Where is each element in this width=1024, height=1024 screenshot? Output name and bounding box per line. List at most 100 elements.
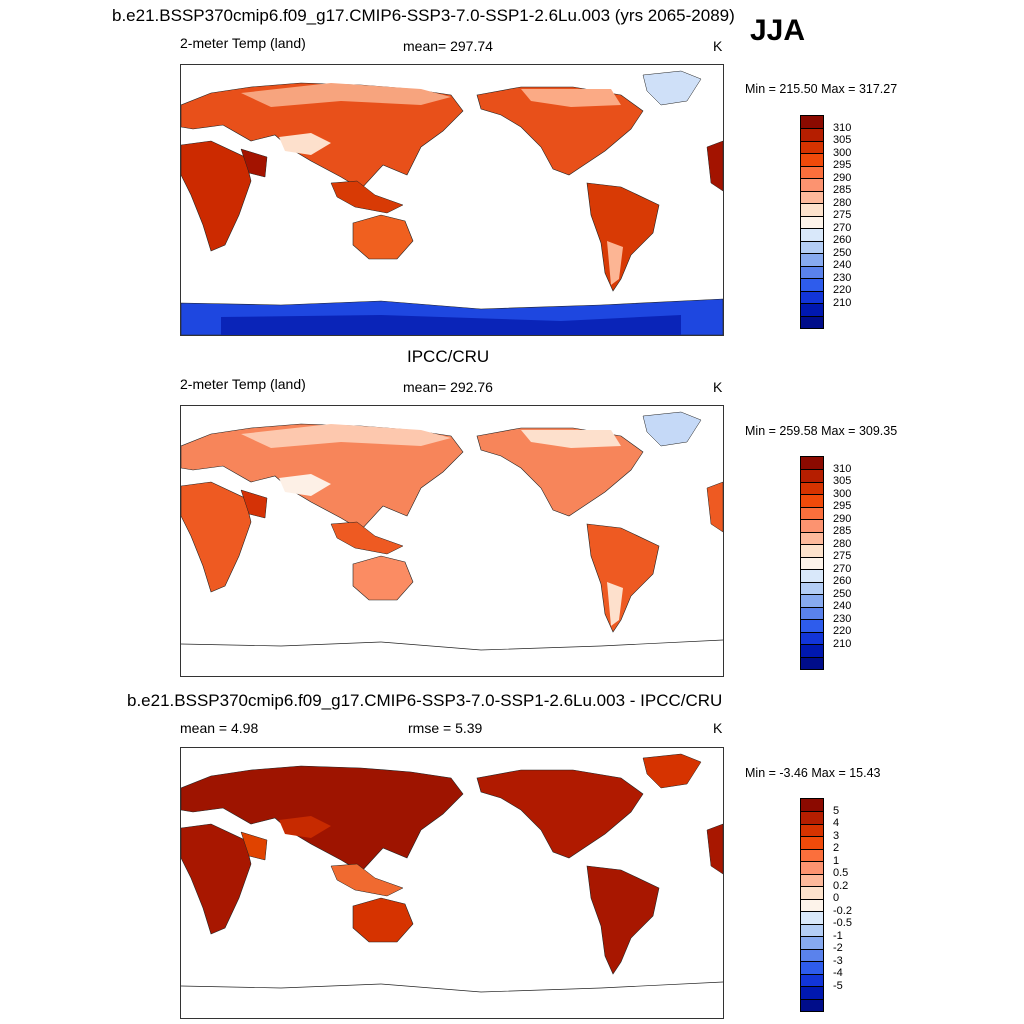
colorbar-tick-label: 290 [833, 171, 852, 184]
map-south-america [586, 182, 660, 292]
colorbar-box [801, 873, 823, 887]
panel3-rmse-label: rmse = 5.39 [408, 720, 483, 736]
colorbar-tick-label: 300 [833, 146, 852, 159]
colorbar-box [801, 116, 823, 129]
panel1-minmax: Min = 215.50 Max = 317.27 [745, 82, 898, 96]
colorbar-box [801, 836, 823, 849]
colorbar-tick-label: 270 [833, 562, 852, 575]
map-australia [352, 214, 414, 260]
map-patagonia [607, 582, 623, 626]
panel3-map [180, 747, 724, 1019]
colorbar-tick-label: 210 [833, 296, 852, 309]
colorbar-tick-label: 220 [833, 284, 852, 297]
colorbar-box [801, 190, 823, 204]
colorbar-box [801, 861, 823, 874]
colorbar-box [801, 544, 823, 557]
colorbar-tick-label: 270 [833, 221, 852, 234]
colorbar-box [801, 594, 823, 607]
map-antarctica-outline [181, 639, 723, 651]
map-antarctica-deep [221, 315, 681, 335]
panel2-title: IPCC/CRU [407, 347, 490, 366]
panel2-mean-label: mean= 292.76 [403, 379, 493, 395]
colorbar-tick-label: 250 [833, 246, 852, 259]
panel3-mean-label: mean = 4.98 [180, 720, 259, 736]
map-africa-edge [706, 140, 723, 192]
colorbar-tick-label: 275 [833, 209, 852, 222]
colorbar-tick-label: 305 [833, 134, 852, 147]
map-antarctica-outline [181, 981, 723, 993]
colorbar-box [801, 898, 823, 912]
colorbar-tick-label: 230 [833, 612, 852, 625]
panel1-map-svg [181, 70, 723, 335]
colorbar-box [801, 936, 823, 949]
map-greenland [642, 753, 702, 789]
panel1-units-label: K [713, 38, 723, 54]
panel3-map-svg [181, 753, 723, 993]
colorbar-tick-label: 3 [833, 829, 840, 842]
colorbar-tick-label: -1 [833, 929, 843, 942]
colorbar-tick-label: 210 [833, 637, 852, 650]
panel1-mean-label: mean= 297.74 [403, 38, 493, 54]
map-greenland [642, 411, 702, 447]
map-south-america [586, 865, 660, 975]
colorbar-box [801, 619, 823, 632]
panel2-minmax: Min = 259.58 Max = 309.35 [745, 424, 898, 438]
colorbar-box [801, 948, 823, 962]
panel3-minmax: Min = -3.46 Max = 15.43 [745, 766, 881, 780]
colorbar-tick-label: 280 [833, 196, 852, 209]
map-seasia [330, 521, 404, 555]
colorbar-tick-label: 290 [833, 512, 852, 525]
colorbar-tick-label: -5 [833, 979, 843, 992]
colorbar-tick-label: 275 [833, 550, 852, 563]
map-siberia [241, 83, 451, 107]
colorbar-tick-label: 0.5 [833, 867, 849, 880]
colorbar-box [801, 973, 823, 987]
colorbar-tick-label: 2 [833, 842, 840, 855]
colorbar-box [801, 606, 823, 620]
map-north-america [476, 769, 644, 859]
colorbar-tick-label: 5 [833, 804, 840, 817]
map-canada-north [521, 89, 621, 107]
colorbar-tick-label: 305 [833, 475, 852, 488]
colorbar-tick-label: 310 [833, 121, 852, 134]
colorbar-tick-label: 295 [833, 159, 852, 172]
colorbar-box [801, 494, 823, 507]
map-greenland [642, 70, 702, 106]
colorbar-tick-label: 260 [833, 234, 852, 247]
colorbar-box [801, 265, 823, 279]
panel1-variable-label: 2-meter Temp (land) [180, 35, 306, 51]
colorbar-box [801, 644, 823, 657]
colorbar-box [801, 581, 823, 595]
colorbar-box [801, 215, 823, 229]
colorbar-box [801, 481, 823, 495]
colorbar-tick-label: 230 [833, 271, 852, 284]
colorbar-box [801, 531, 823, 545]
panel1-colorbar: 310 305 300 295 290 285 280 275 270 260 250 240 230 2… [800, 115, 851, 329]
map-africa [181, 823, 252, 935]
colorbar-tick-label: 220 [833, 625, 852, 638]
colorbar-tick-label: 295 [833, 500, 852, 513]
colorbar-tick-label: 285 [833, 525, 852, 538]
colorbar-tick-label: 280 [833, 537, 852, 550]
map-eurasia [181, 765, 464, 873]
colorbar-tick-label: -0.5 [833, 917, 852, 930]
colorbar-box [801, 240, 823, 254]
colorbar-tick-label: 285 [833, 184, 852, 197]
panel1-title: b.e21.BSSP370cmip6.f09_g17.CMIP6-SSP3-7.… [112, 6, 735, 25]
colorbar-box [801, 569, 823, 582]
colorbar-tick-label: -2 [833, 942, 843, 955]
map-canada-north [521, 430, 621, 448]
colorbar-box [801, 153, 823, 166]
colorbar-box [801, 998, 823, 1011]
colorbar-tick-label: 4 [833, 817, 840, 830]
colorbar-box [801, 128, 823, 141]
panel2-variable-label: 2-meter Temp (land) [180, 376, 306, 392]
panel2-colorbar: 310 305 300 295 290 285 280 275 270 260 250 240 230 2… [800, 456, 851, 670]
map-africa-edge [706, 481, 723, 533]
colorbar-tick-label: 250 [833, 587, 852, 600]
colorbar-box [801, 506, 823, 520]
colorbar-box [801, 986, 823, 999]
map-seasia [330, 863, 404, 897]
colorbar-box [801, 469, 823, 482]
panel1-map [180, 64, 724, 336]
